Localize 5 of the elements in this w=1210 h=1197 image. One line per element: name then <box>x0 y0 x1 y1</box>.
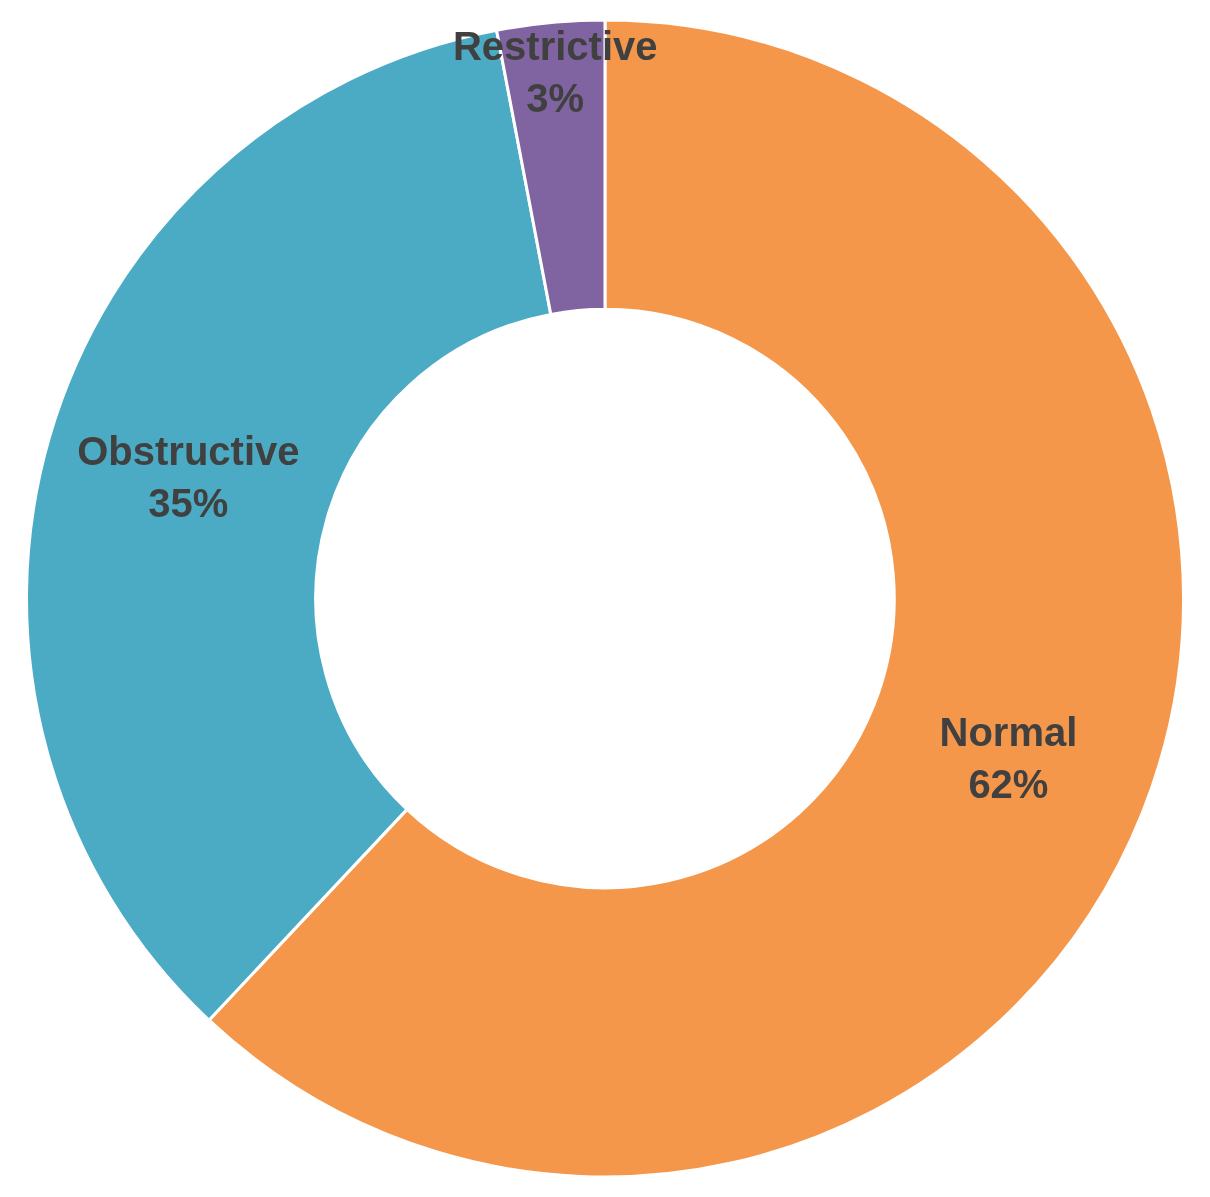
data-label: 35% <box>148 481 229 526</box>
data-label: 62% <box>968 762 1049 807</box>
slice-label: Obstructive <box>77 429 300 474</box>
data-label: 3% <box>526 76 585 121</box>
slice-label: Normal <box>939 710 1078 755</box>
